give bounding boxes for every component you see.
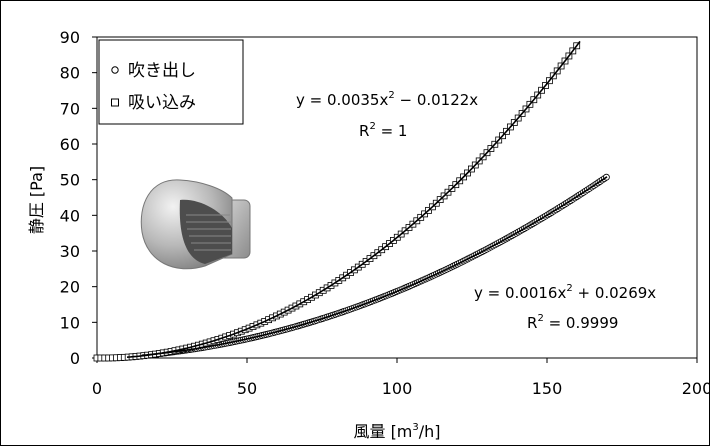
x-tick-label: 100 <box>382 379 413 398</box>
legend-square-marker <box>111 98 119 107</box>
trendlines <box>126 40 608 358</box>
y-tick-label: 20 <box>60 278 80 297</box>
y-axis-title: 静圧 [Pa] <box>27 166 46 234</box>
svg-text:R2 = 1: R2 = 1 <box>359 121 407 140</box>
y-tick-label: 30 <box>60 242 80 261</box>
y-tick-label: 50 <box>60 171 80 190</box>
x-axis: 0 50 100 150 200 <box>92 358 710 398</box>
y-tick-label: 10 <box>60 313 80 332</box>
equation-suction: y = 0.0035x2 − 0.0122x R2 = 1 <box>296 90 478 140</box>
legend: 吹き出し 吸い込み <box>98 39 244 125</box>
x-tick-label: 200 <box>682 379 710 398</box>
legend-label-suction: 吸い込み <box>128 93 196 113</box>
svg-text:y = 0.0035x2 − 0.0122x: y = 0.0035x2 − 0.0122x <box>296 90 478 109</box>
svg-text:R2 = 0.9999: R2 = 0.9999 <box>527 313 618 332</box>
y-tick-label: 70 <box>60 99 80 118</box>
x-tick-label: 0 <box>92 379 102 398</box>
vent-hood-image <box>140 179 251 270</box>
y-axis: 0 10 20 30 40 50 60 70 80 90 <box>60 28 97 368</box>
trendline-blowout <box>141 176 608 357</box>
y-tick-label: 80 <box>60 64 80 83</box>
y-tick-label: 0 <box>70 349 80 368</box>
x-tick-label: 50 <box>237 379 257 398</box>
x-axis-title: 風量 [m3/h] <box>353 422 440 441</box>
legend-label-blowout: 吹き出し <box>128 61 196 81</box>
equation-blowout: y = 0.0016x2 + 0.0269x R2 = 0.9999 <box>474 283 656 332</box>
trendline-suction <box>126 40 581 358</box>
legend-circle-marker <box>111 66 119 74</box>
y-tick-label: 60 <box>60 135 80 154</box>
x-tick-label: 150 <box>532 379 563 398</box>
svg-text:y = 0.0016x2 + 0.0269x: y = 0.0016x2 + 0.0269x <box>474 283 656 302</box>
y-tick-label: 40 <box>60 206 80 225</box>
y-tick-label: 90 <box>60 28 80 47</box>
